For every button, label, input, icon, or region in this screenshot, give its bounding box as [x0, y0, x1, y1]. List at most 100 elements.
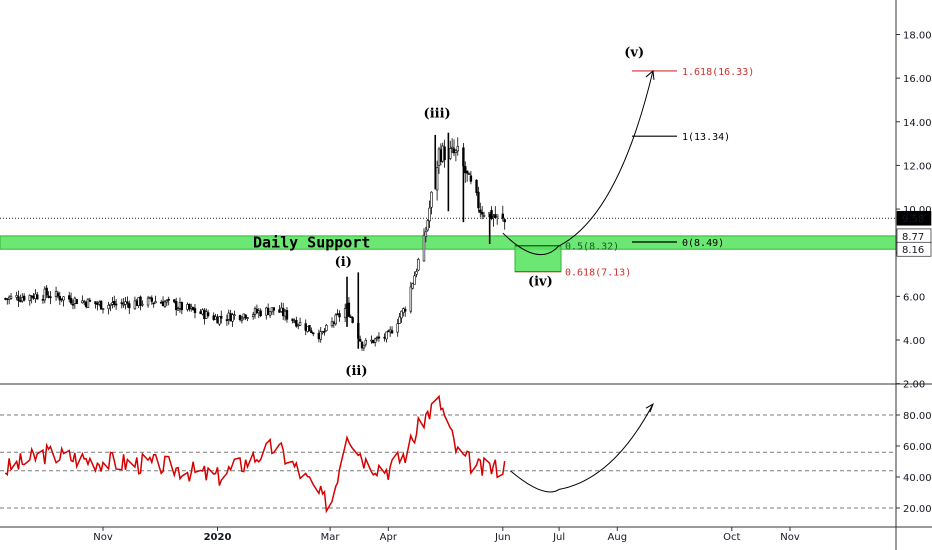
- candle-body: [437, 148, 441, 166]
- candle-body: [83, 301, 86, 303]
- candle-body: [351, 317, 354, 323]
- wave-label: (i): [335, 255, 352, 270]
- candle: [139, 295, 142, 311]
- candle-body: [280, 307, 283, 312]
- fib-label: 1.618(16.33): [682, 67, 754, 78]
- candle: [373, 337, 377, 347]
- price-tick-label: 18.00: [903, 31, 932, 42]
- candle: [146, 295, 150, 308]
- candle-body: [233, 314, 236, 316]
- candle: [71, 299, 75, 310]
- candle: [259, 308, 262, 318]
- candle-body: [317, 333, 321, 340]
- candle-body: [439, 149, 443, 162]
- candle-body: [424, 231, 428, 238]
- wave-label: (ii): [345, 364, 367, 379]
- candle: [310, 327, 313, 334]
- candle: [150, 295, 154, 305]
- candle-body: [415, 271, 418, 275]
- candle-body: [494, 214, 497, 218]
- candle-body: [449, 148, 452, 159]
- candle: [291, 318, 294, 324]
- candle: [165, 299, 169, 307]
- candle-body: [141, 303, 144, 306]
- candle-body: [206, 312, 210, 317]
- candle: [152, 302, 155, 308]
- price-tag: 8.16: [896, 241, 932, 257]
- candle-body: [173, 299, 176, 303]
- candle-body: [128, 303, 131, 309]
- candle: [347, 297, 351, 318]
- candle-body: [467, 173, 471, 175]
- candle-body: [501, 213, 505, 219]
- candle-body: [404, 308, 407, 312]
- candle-body: [347, 302, 351, 317]
- candle-body: [216, 316, 219, 324]
- candle-body: [330, 321, 334, 327]
- candle: [141, 300, 144, 307]
- wave-label: (v): [624, 45, 644, 60]
- candle: [482, 211, 486, 218]
- candle-body: [358, 338, 362, 342]
- candle: [480, 206, 484, 220]
- candle-body: [161, 301, 165, 307]
- candle: [372, 339, 375, 344]
- projection-arrows: [502, 69, 655, 493]
- candle: [120, 298, 123, 309]
- candle-body: [325, 324, 328, 331]
- candle: [58, 291, 62, 305]
- candle: [113, 295, 116, 308]
- candle: [69, 292, 73, 305]
- candle: [251, 311, 255, 320]
- candle: [456, 137, 459, 156]
- chart-labels: Daily Support (i) (ii) (iii) (iv) (v): [253, 45, 644, 379]
- candle: [193, 304, 197, 319]
- candle: [268, 311, 272, 318]
- candle-body: [413, 275, 416, 285]
- candle: [422, 228, 426, 262]
- candle-body: [281, 308, 285, 317]
- candle: [362, 344, 366, 351]
- candle-body: [388, 329, 392, 333]
- candle: [220, 310, 223, 324]
- candle-body: [163, 301, 167, 307]
- candle: [351, 316, 354, 324]
- candle-body: [62, 296, 65, 301]
- candle: [49, 291, 52, 305]
- candle-body: [111, 302, 114, 305]
- candle: [398, 313, 401, 325]
- candle-body: [306, 326, 309, 332]
- wave-label: (iv): [528, 274, 553, 289]
- candle-body: [109, 303, 112, 306]
- candle: [231, 312, 234, 327]
- candle: [298, 317, 302, 326]
- candle: [175, 297, 178, 316]
- candle-body: [387, 330, 390, 333]
- price-tick-label: 6.00: [903, 292, 925, 303]
- candle-body: [490, 209, 493, 219]
- candle-body: [409, 286, 413, 312]
- candle-body: [334, 314, 337, 325]
- time-tick-label: Nov: [93, 532, 113, 543]
- candle-body: [308, 325, 311, 332]
- candle-body: [435, 167, 439, 191]
- candle-body: [255, 308, 259, 313]
- candle-body: [9, 295, 13, 299]
- candle-body: [188, 303, 191, 310]
- rsi-projection-arrowhead: [645, 403, 654, 413]
- price-candles: [4, 132, 506, 351]
- candle: [56, 290, 60, 299]
- candle-body: [360, 341, 364, 349]
- candle-body: [214, 316, 217, 320]
- candle-body: [377, 336, 381, 339]
- candle-body: [259, 310, 262, 317]
- candle: [272, 307, 276, 316]
- price-tag-label: 8.16: [902, 245, 924, 256]
- candle-body: [452, 148, 456, 154]
- candle-body: [41, 299, 45, 301]
- candle: [325, 323, 328, 332]
- candle: [390, 326, 394, 334]
- candle-body: [495, 214, 499, 218]
- candle: [413, 271, 416, 285]
- candle-body: [191, 306, 195, 311]
